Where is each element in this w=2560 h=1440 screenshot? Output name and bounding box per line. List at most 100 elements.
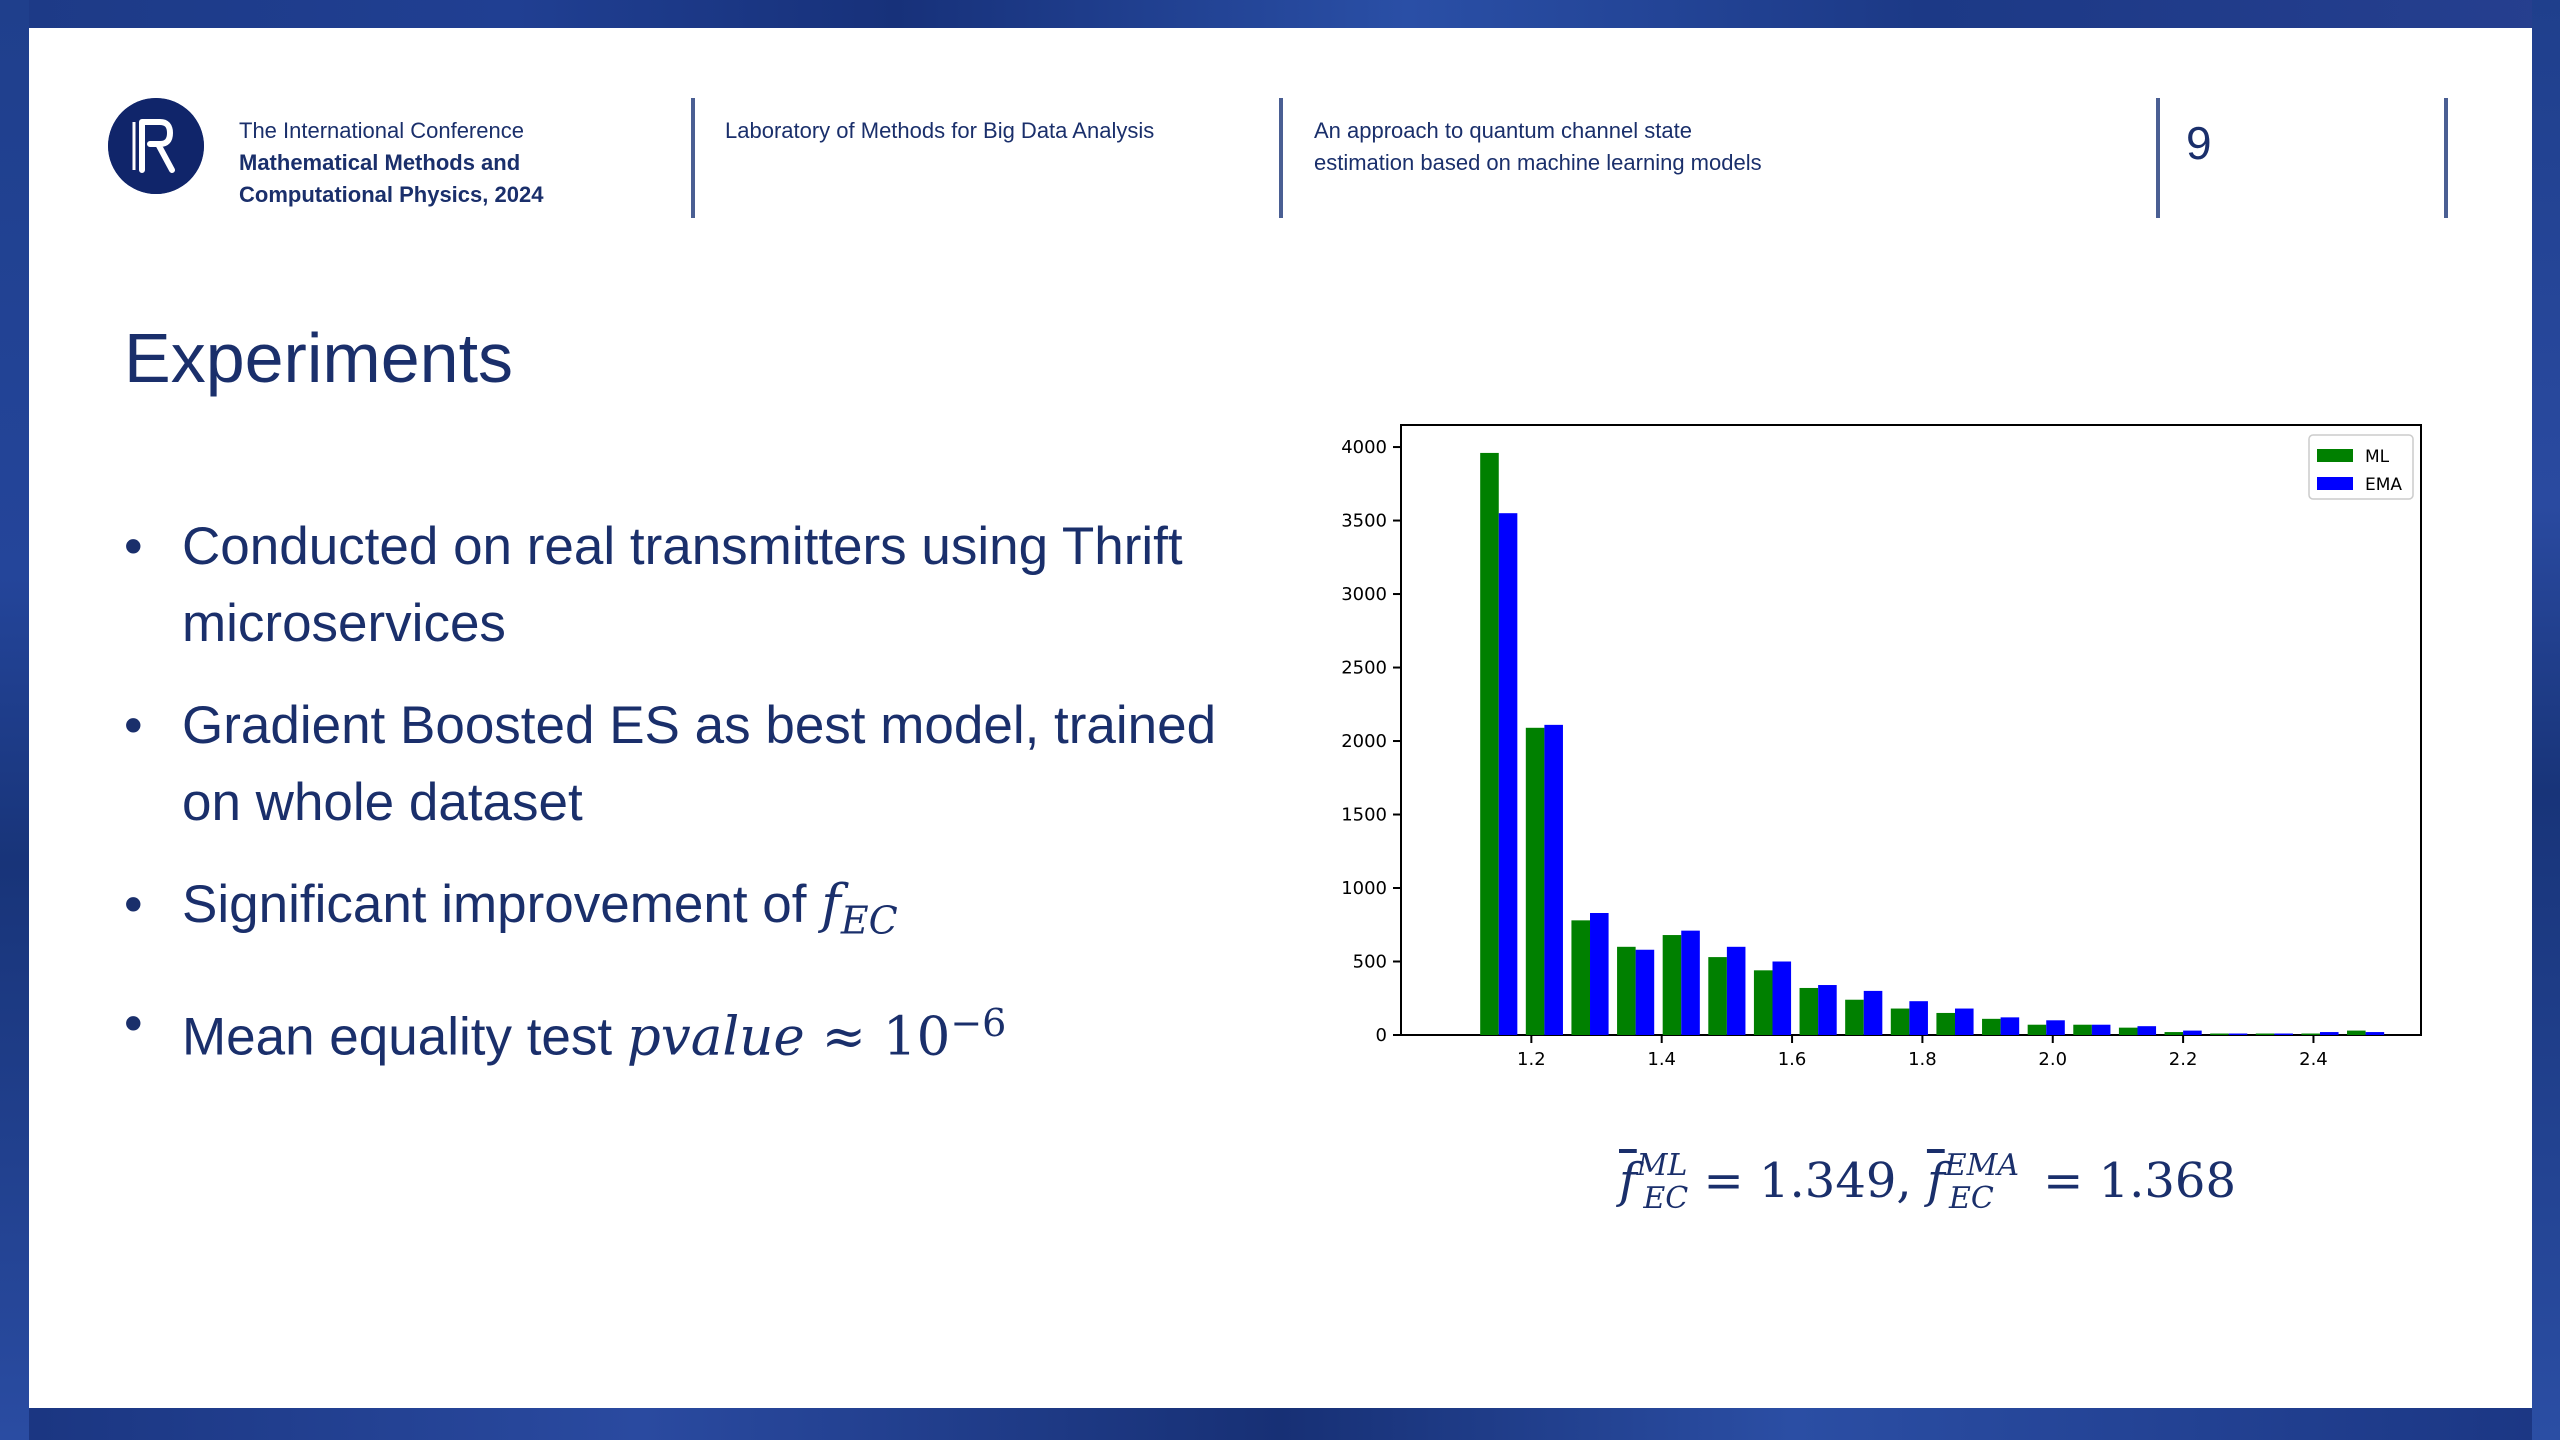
bar-ema [1635, 949, 1655, 1035]
bar-ml [1525, 727, 1545, 1035]
bar-ml [2027, 1024, 2047, 1035]
header-divider [1279, 98, 1283, 218]
formula-sub-ml: EC [1643, 1180, 1689, 1216]
presentation-topic: An approach to quantum channel state est… [1314, 118, 1762, 175]
formula-sub-ema: EC [1949, 1180, 1994, 1216]
legend-label-ema: EMA [2365, 475, 2402, 495]
formula-value-ml: = 1.349, [1688, 1153, 1927, 1209]
bar-ml [1708, 957, 1727, 1035]
bar-ml [1480, 452, 1499, 1035]
bar-ml [1845, 999, 1864, 1035]
frame-top-border [0, 0, 2560, 28]
formula-f-ema: f [1926, 1153, 1945, 1209]
bar-ema [2091, 1024, 2111, 1035]
bar-ml [2118, 1027, 2138, 1035]
bar-ml [2301, 1033, 2320, 1035]
y-tick-label: 1000 [1341, 878, 1387, 899]
bar-ema [1954, 1008, 1974, 1035]
header-divider [2444, 98, 2448, 218]
bar-ema [2137, 1026, 2157, 1035]
bar-ml [1753, 970, 1773, 1035]
y-tick-label: 3000 [1341, 584, 1387, 605]
bar-ml [1936, 1012, 1955, 1035]
y-tick-label: 0 [1376, 1025, 1387, 1046]
laboratory-name: Laboratory of Methods for Big Data Analy… [725, 118, 1155, 143]
plot-area [1400, 424, 2422, 1036]
slide: The International Conference Mathematica… [29, 28, 2532, 1408]
y-tick-label: 500 [1353, 952, 1387, 973]
x-tick-label: 2.2 [2169, 1049, 2198, 1070]
bar-ml [1982, 1018, 2001, 1035]
bullet-item: Gradient Boosted ES as best model, train… [124, 687, 1234, 841]
bullet-item: Significant improvement of fEC [124, 866, 1234, 960]
frame-left-border [0, 0, 29, 1440]
bar-ml [1662, 935, 1682, 1035]
bullet-item: Conducted on real transmitters using Thr… [124, 508, 1234, 662]
bar-ema [1544, 724, 1563, 1035]
bullet-text: Mean equality test [182, 1007, 627, 1067]
bar-ema [1726, 946, 1746, 1035]
bullet-text: Gradient Boosted ES as best model, train… [182, 696, 1217, 832]
bar-ema [2274, 1033, 2293, 1035]
bar-ml [2164, 1032, 2184, 1035]
header-divider [691, 98, 695, 218]
formula-sup-ml: ML [1636, 1148, 1688, 1183]
x-tick-label: 2.4 [2299, 1049, 2328, 1070]
bar-ema [2319, 1032, 2339, 1035]
x-tick-label: 2.0 [2038, 1049, 2067, 1070]
frame-bottom-border [0, 1408, 2560, 1440]
bar-ml [2210, 1033, 2229, 1035]
x-tick-label: 1.8 [1908, 1049, 1937, 1070]
formula-value-ema: = 1.368 [2027, 1153, 2237, 1209]
bullet-text: Conducted on real transmitters using Thr… [182, 517, 1183, 653]
bar-ema [1681, 930, 1700, 1035]
bar-ml [1617, 946, 1636, 1035]
legend-label-ml: ML [2365, 447, 2390, 467]
bar-ema [1909, 1001, 1928, 1035]
math-f: f [821, 874, 841, 935]
header-divider [2156, 98, 2160, 218]
bullet-list: Conducted on real transmitters using Thr… [124, 508, 1234, 1100]
conference-line: The International Conference [239, 118, 524, 143]
math-pvalue: pvalue [626, 1006, 805, 1068]
legend-swatch-ema [2317, 477, 2353, 490]
x-tick-label: 1.2 [1517, 1049, 1546, 1070]
bar-ml [2347, 1030, 2366, 1035]
bar-ema [1590, 913, 1609, 1035]
math-subscript: EC [840, 898, 898, 943]
conference-line: Computational Physics, 2024 [239, 182, 544, 207]
bar-ema [2365, 1032, 2385, 1035]
conference-line: Mathematical Methods and [239, 150, 521, 175]
bar-ema [2000, 1017, 2020, 1035]
hse-logo-icon [108, 98, 204, 194]
y-tick-label: 3500 [1341, 511, 1387, 532]
x-tick-label: 1.6 [1778, 1049, 1807, 1070]
formula-f-ml: f [1619, 1153, 1637, 1209]
legend-swatch-ml [2317, 449, 2353, 462]
bullet-item: Mean equality test pvalue ≈ 10−6 [124, 985, 1234, 1076]
bar-ml [2073, 1024, 2092, 1035]
histogram-chart: 1.2 1.4 1.6 1.8 2.0 2.2 2.4 0 500 1000 1500 2000 250… [1341, 424, 2422, 1070]
page-number: 9 [2186, 117, 2212, 169]
bar-ml [1799, 987, 1819, 1035]
math-superscript: −6 [950, 1000, 1007, 1045]
bar-ml [1890, 1008, 1910, 1035]
slide-title: Experiments [124, 319, 514, 397]
y-tick-label: 2500 [1341, 658, 1387, 679]
frame-right-border [2532, 0, 2560, 1440]
bullet-text: Significant improvement of [182, 875, 822, 934]
bar-ema [1772, 961, 1792, 1035]
bar-ema [1863, 990, 1883, 1035]
y-tick-label: 4000 [1341, 437, 1387, 458]
mean-formula: fMLEC = 1.349, fEMAEC = 1.368 [1619, 1148, 2236, 1216]
bar-ema [1818, 985, 1837, 1035]
x-tick-label: 1.4 [1647, 1049, 1676, 1070]
bar-ema [2046, 1020, 2065, 1035]
bar-ema [2228, 1033, 2248, 1035]
bar-ml [2255, 1033, 2275, 1035]
conference-name: The International Conference Mathematica… [239, 115, 543, 211]
formula-sup-ema: EMA [1944, 1148, 2019, 1183]
bar-ema [2183, 1030, 2202, 1035]
y-tick-label: 1500 [1341, 805, 1387, 826]
math-approx: ≈ 10 [804, 1006, 951, 1068]
